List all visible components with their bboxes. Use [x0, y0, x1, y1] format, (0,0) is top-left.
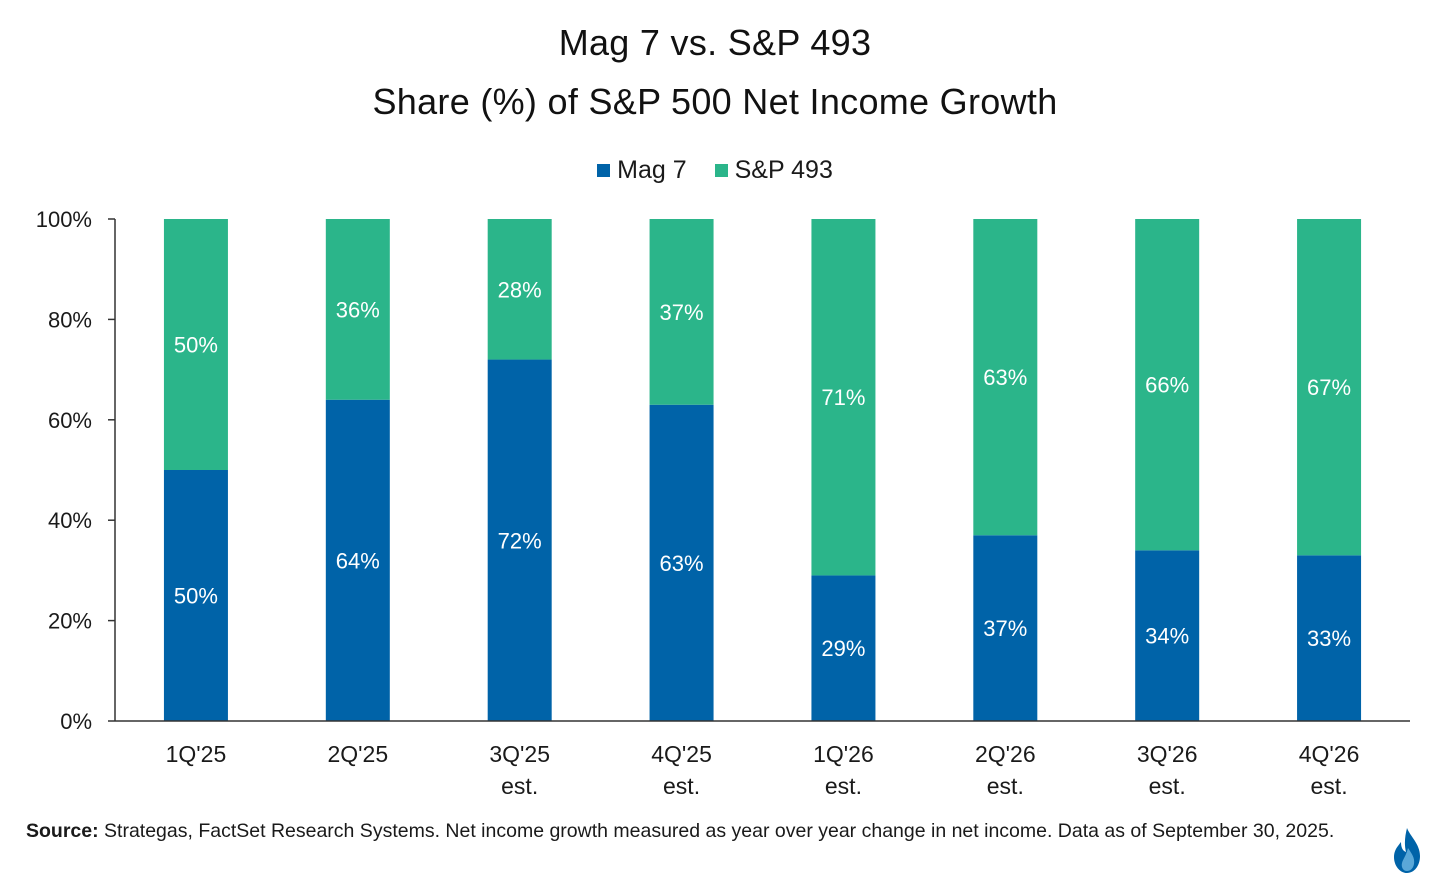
source-label: Source:	[26, 820, 99, 842]
legend-item-sp493: S&P 493	[714, 156, 833, 185]
bar-sp493	[1297, 219, 1362, 556]
legend-label-sp493: S&P 493	[734, 156, 833, 184]
y-tick-label: 60%	[48, 408, 92, 433]
x-tick-label: 3Q'25	[489, 741, 550, 767]
bar-mag7	[1135, 550, 1200, 721]
bar-mag7	[487, 359, 552, 721]
data-label-mag7: 29%	[821, 636, 865, 661]
stacked-bar-chart: 0% 20% 40% 60% 80% 100% 50% 50% 1Q'25 64% 36% 2Q'25…	[36, 207, 1410, 799]
x-tick-label: est.	[825, 773, 862, 799]
y-tick-label: 40%	[48, 508, 92, 533]
data-label-sp493: 71%	[821, 385, 865, 410]
data-label-mag7: 37%	[983, 616, 1027, 641]
chart-title: Mag 7 vs. S&P 493	[558, 22, 872, 63]
x-tick-label: 4Q'25	[651, 741, 712, 767]
x-tick-label: 4Q'26	[1299, 741, 1360, 767]
bar-mag7	[649, 404, 714, 721]
bar-mag7	[325, 399, 390, 721]
bar-mag7	[163, 470, 228, 721]
bar-sp493	[1135, 219, 1200, 551]
y-tick-label: 0%	[60, 709, 92, 734]
legend-swatch-sp493	[714, 164, 728, 177]
data-label-mag7: 33%	[1307, 626, 1351, 651]
data-label-sp493: 63%	[983, 365, 1027, 390]
x-tick-label: est.	[987, 773, 1024, 799]
y-tick-label: 100%	[36, 207, 92, 232]
chart-subtitle: Share (%) of S&P 500 Net Income Growth	[372, 81, 1058, 122]
bar-mag7	[973, 535, 1038, 721]
data-label-mag7: 64%	[336, 548, 380, 573]
x-tick-label: est.	[663, 773, 700, 799]
x-tick-label: 2Q'26	[975, 741, 1036, 767]
data-label-mag7: 63%	[660, 551, 704, 576]
data-label-sp493: 37%	[660, 300, 704, 325]
bar-sp493	[163, 219, 228, 470]
chart-legend: Mag 7 S&P 493	[0, 156, 1430, 185]
bar-mag7	[1297, 555, 1362, 721]
data-label-mag7: 50%	[174, 584, 218, 609]
x-tick-label: est.	[1149, 773, 1186, 799]
x-tick-label: 3Q'26	[1137, 741, 1198, 767]
legend-swatch-mag7	[597, 164, 611, 177]
data-label-sp493: 28%	[498, 277, 542, 302]
y-tick-label: 80%	[48, 307, 92, 332]
bar-sp493	[811, 219, 876, 576]
bar-sp493	[649, 219, 714, 405]
data-label-mag7: 72%	[498, 528, 542, 553]
x-tick-label: 1Q'26	[813, 741, 874, 767]
data-label-sp493: 36%	[336, 297, 380, 322]
bar-sp493	[487, 219, 552, 360]
x-tick-label: 2Q'25	[327, 741, 388, 767]
bar-sp493	[973, 219, 1038, 536]
legend-item-mag7: Mag 7	[597, 156, 687, 185]
data-label-sp493: 67%	[1307, 375, 1351, 400]
source-text: Strategas, FactSet Research Systems. Net…	[98, 820, 1335, 842]
x-tick-label: 1Q'25	[166, 741, 227, 767]
data-label-sp493: 50%	[174, 333, 218, 358]
x-tick-label: est.	[501, 773, 538, 799]
source-note: Source: Strategas, FactSet Research Syst…	[26, 818, 1356, 845]
legend-label-mag7: Mag 7	[617, 156, 687, 184]
flame-icon	[1394, 828, 1420, 873]
bar-sp493	[325, 219, 390, 400]
data-label-sp493: 66%	[1145, 373, 1189, 398]
bar-mag7	[811, 575, 876, 721]
x-tick-label: est.	[1311, 773, 1348, 799]
data-label-mag7: 34%	[1145, 624, 1189, 649]
y-tick-label: 20%	[48, 609, 92, 634]
